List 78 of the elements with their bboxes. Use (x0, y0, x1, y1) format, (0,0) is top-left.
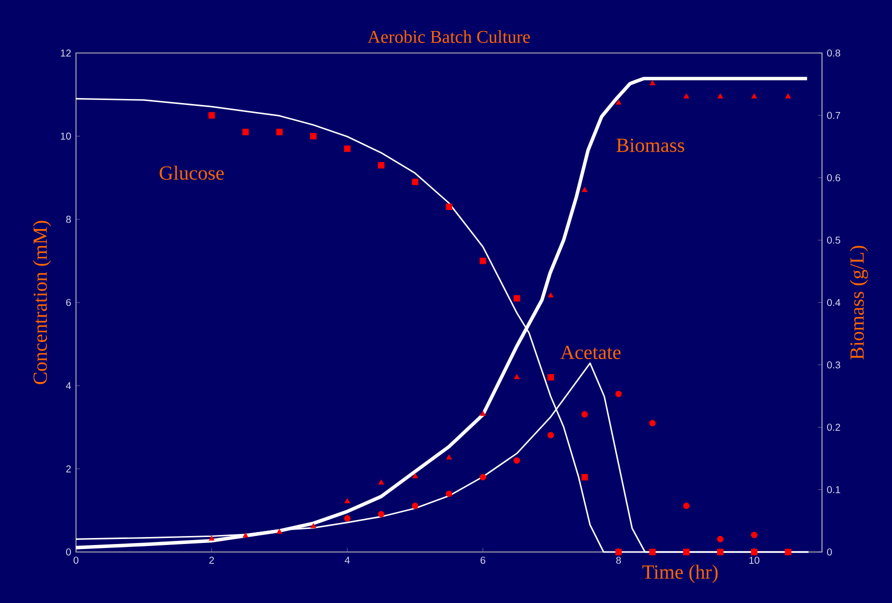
point (684, 93, 690, 98)
point (785, 93, 791, 98)
point (548, 374, 554, 381)
point (242, 532, 248, 538)
y2-tick-label: 0.2 (827, 424, 840, 431)
point (310, 132, 317, 140)
point (548, 432, 554, 438)
point (717, 536, 724, 542)
point (276, 528, 282, 534)
point (378, 480, 384, 484)
point (616, 100, 622, 105)
point (276, 128, 283, 136)
y2-axis-title: Biomass (g/L) (850, 246, 868, 360)
y-tick-label: 4 (66, 382, 71, 390)
point (480, 258, 486, 264)
y-axis-title: Concentration (mM) (32, 220, 52, 384)
x-tick-label: 10 (749, 556, 760, 564)
y2-tick-label: 0.1 (827, 486, 840, 494)
point (750, 532, 758, 538)
point (582, 187, 588, 192)
x-axis-title: Time (hr) (642, 564, 718, 583)
y2-tick-label: 0 (827, 548, 832, 556)
point (378, 510, 384, 518)
x-tick-label: 0 (74, 556, 78, 564)
point (446, 490, 452, 497)
x-tick-label: 4 (344, 556, 350, 564)
y-tick-label: 10 (60, 132, 71, 140)
y2-tick-label: 0.7 (827, 112, 840, 119)
annotation: Glucose (160, 166, 224, 180)
y2-tick-label: 0.5 (827, 236, 840, 244)
point (480, 410, 486, 416)
point (208, 536, 214, 541)
point (310, 523, 316, 528)
point (615, 548, 622, 556)
point (412, 502, 418, 510)
point (649, 420, 656, 426)
chart-title: Aerobic Batch Culture (368, 30, 530, 43)
point (683, 548, 690, 556)
x-tick-label: 6 (480, 556, 486, 564)
point (378, 162, 384, 168)
point (784, 548, 792, 556)
point (649, 548, 656, 556)
point (514, 457, 520, 464)
point (548, 292, 554, 298)
point (446, 204, 452, 210)
point (514, 374, 520, 380)
y2-tick-label: 0.8 (827, 49, 840, 57)
annotation: Biomass (616, 138, 684, 152)
point (615, 390, 622, 398)
point (412, 178, 418, 186)
point (242, 128, 249, 136)
x-tick-label: 8 (616, 556, 621, 564)
point (344, 498, 350, 504)
y2-tick-label: 0.3 (827, 361, 840, 368)
y-tick-label: 12 (60, 50, 71, 56)
point (650, 80, 656, 86)
point (717, 548, 724, 556)
y2-tick-label: 0.4 (827, 298, 840, 306)
annotation: Acetate (560, 346, 621, 360)
point (683, 502, 690, 510)
x-tick-label: 2 (209, 556, 214, 564)
y-tick-label: 8 (66, 216, 71, 223)
point (514, 295, 520, 302)
point (344, 145, 350, 152)
point (751, 93, 757, 98)
y-tick-label: 0 (66, 548, 71, 556)
point (581, 411, 588, 418)
point (480, 474, 486, 480)
y2-tick-label: 0.6 (827, 174, 840, 182)
point (717, 93, 724, 98)
point (446, 454, 452, 460)
point (412, 473, 418, 478)
point (208, 112, 215, 119)
point (581, 474, 588, 480)
point (344, 515, 350, 522)
point (750, 548, 758, 556)
y-tick-label: 2 (66, 465, 71, 472)
y-tick-label: 6 (66, 298, 71, 306)
